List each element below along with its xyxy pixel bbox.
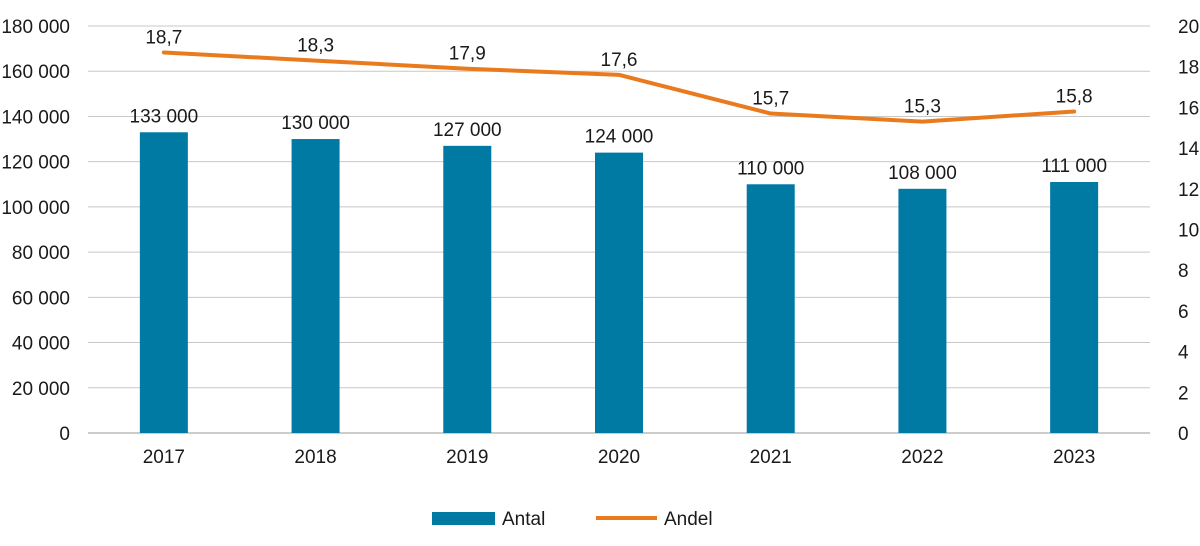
left-axis-tick-label: 120 000 — [1, 153, 70, 174]
right-axis-tick-label: 4 — [1178, 343, 1189, 364]
point-andel-2018 — [314, 59, 318, 63]
antal-bars — [139, 132, 1099, 434]
bar-antal-2020 — [595, 152, 643, 433]
andel-data-labels: 18,7 18,3 17,9 17,6 15,7 15,3 15,8 — [145, 27, 1092, 117]
bar-antal-2021 — [746, 184, 795, 433]
x-axis-tick-label: 2017 — [143, 447, 185, 468]
line-label-andel-2020: 17,6 — [601, 50, 638, 71]
right-axis-tick-label: 10 — [1178, 221, 1199, 242]
bar-label-antal-2021: 110 000 — [737, 158, 804, 179]
right-axis-tick-label: 14 — [1178, 139, 1200, 160]
left-axis-tick-label: 180 000 — [1, 17, 70, 38]
line-label-andel-2023: 15,8 — [1056, 86, 1093, 107]
right-axis-tick-label: 8 — [1178, 261, 1189, 282]
bar-label-antal-2019: 127 000 — [433, 120, 502, 141]
point-andel-2017 — [162, 50, 166, 54]
right-axis-tick-label: 0 — [1178, 424, 1189, 445]
bar-antal-2017 — [139, 132, 188, 433]
left-axis-tick-label: 20 000 — [12, 379, 70, 400]
bar-label-antal-2018: 130 000 — [281, 113, 350, 134]
right-axis-tick-label: 20 — [1178, 17, 1199, 38]
x-axis-tick-label: 2019 — [446, 447, 488, 468]
x-axis-ticks: 2017 2018 2019 2020 2021 2022 2023 — [143, 447, 1096, 468]
x-axis-tick-label: 2023 — [1053, 447, 1095, 468]
left-axis-tick-label: 160 000 — [1, 62, 70, 83]
x-axis-tick-label: 2021 — [750, 447, 792, 468]
point-andel-2023 — [1072, 109, 1076, 113]
right-axis-ticks: 0 2 4 6 8 10 12 14 16 18 20 — [1178, 17, 1200, 445]
point-andel-2022 — [920, 120, 924, 124]
point-andel-2019 — [465, 67, 469, 71]
bar-antal-2018 — [291, 139, 340, 434]
bar-antal-2022 — [898, 188, 947, 433]
line-label-andel-2022: 15,3 — [904, 97, 941, 118]
point-andel-2021 — [769, 112, 773, 116]
bar-label-antal-2017: 133 000 — [130, 106, 199, 127]
left-axis-tick-label: 0 — [59, 424, 70, 445]
bar-label-antal-2020: 124 000 — [585, 127, 654, 148]
line-label-andel-2018: 18,3 — [297, 36, 334, 57]
legend-label-andel: Andel — [664, 509, 713, 530]
line-label-andel-2017: 18,7 — [145, 27, 182, 48]
x-axis-tick-label: 2022 — [901, 447, 943, 468]
right-axis-tick-label: 6 — [1178, 302, 1189, 323]
left-axis-tick-label: 40 000 — [12, 334, 70, 355]
andel-line-series — [161, 50, 1077, 124]
x-axis-tick-label: 2020 — [598, 447, 640, 468]
left-axis-tick-label: 60 000 — [12, 288, 70, 309]
right-axis-tick-label: 2 — [1178, 383, 1189, 404]
antal-bar-labels: 133 000 130 000 127 000 124 000 110 000 108 0… — [130, 106, 1108, 184]
bar-label-antal-2022: 108 000 — [888, 163, 957, 184]
point-andel-2020 — [617, 73, 621, 77]
legend: Antal Andel — [432, 509, 713, 530]
right-axis-tick-label: 18 — [1178, 58, 1199, 79]
legend-swatch-antal — [432, 512, 495, 525]
line-label-andel-2021: 15,7 — [752, 89, 789, 110]
bar-antal-2019 — [443, 145, 492, 434]
bar-antal-2023 — [1050, 182, 1099, 433]
line-label-andel-2019: 17,9 — [449, 44, 486, 65]
left-axis-tick-label: 100 000 — [1, 198, 70, 219]
legend-label-antal: Antal — [502, 509, 545, 530]
right-axis-tick-label: 12 — [1178, 180, 1199, 201]
left-axis-tick-label: 140 000 — [1, 107, 70, 128]
bar-label-antal-2023: 111 000 — [1041, 156, 1107, 177]
right-axis-tick-label: 16 — [1178, 98, 1199, 119]
left-axis-ticks: 0 20 000 40 000 60 000 80 000 100 000 120 000 1… — [1, 17, 70, 445]
left-axis-tick-label: 80 000 — [12, 243, 70, 264]
x-axis-tick-label: 2018 — [294, 447, 336, 468]
